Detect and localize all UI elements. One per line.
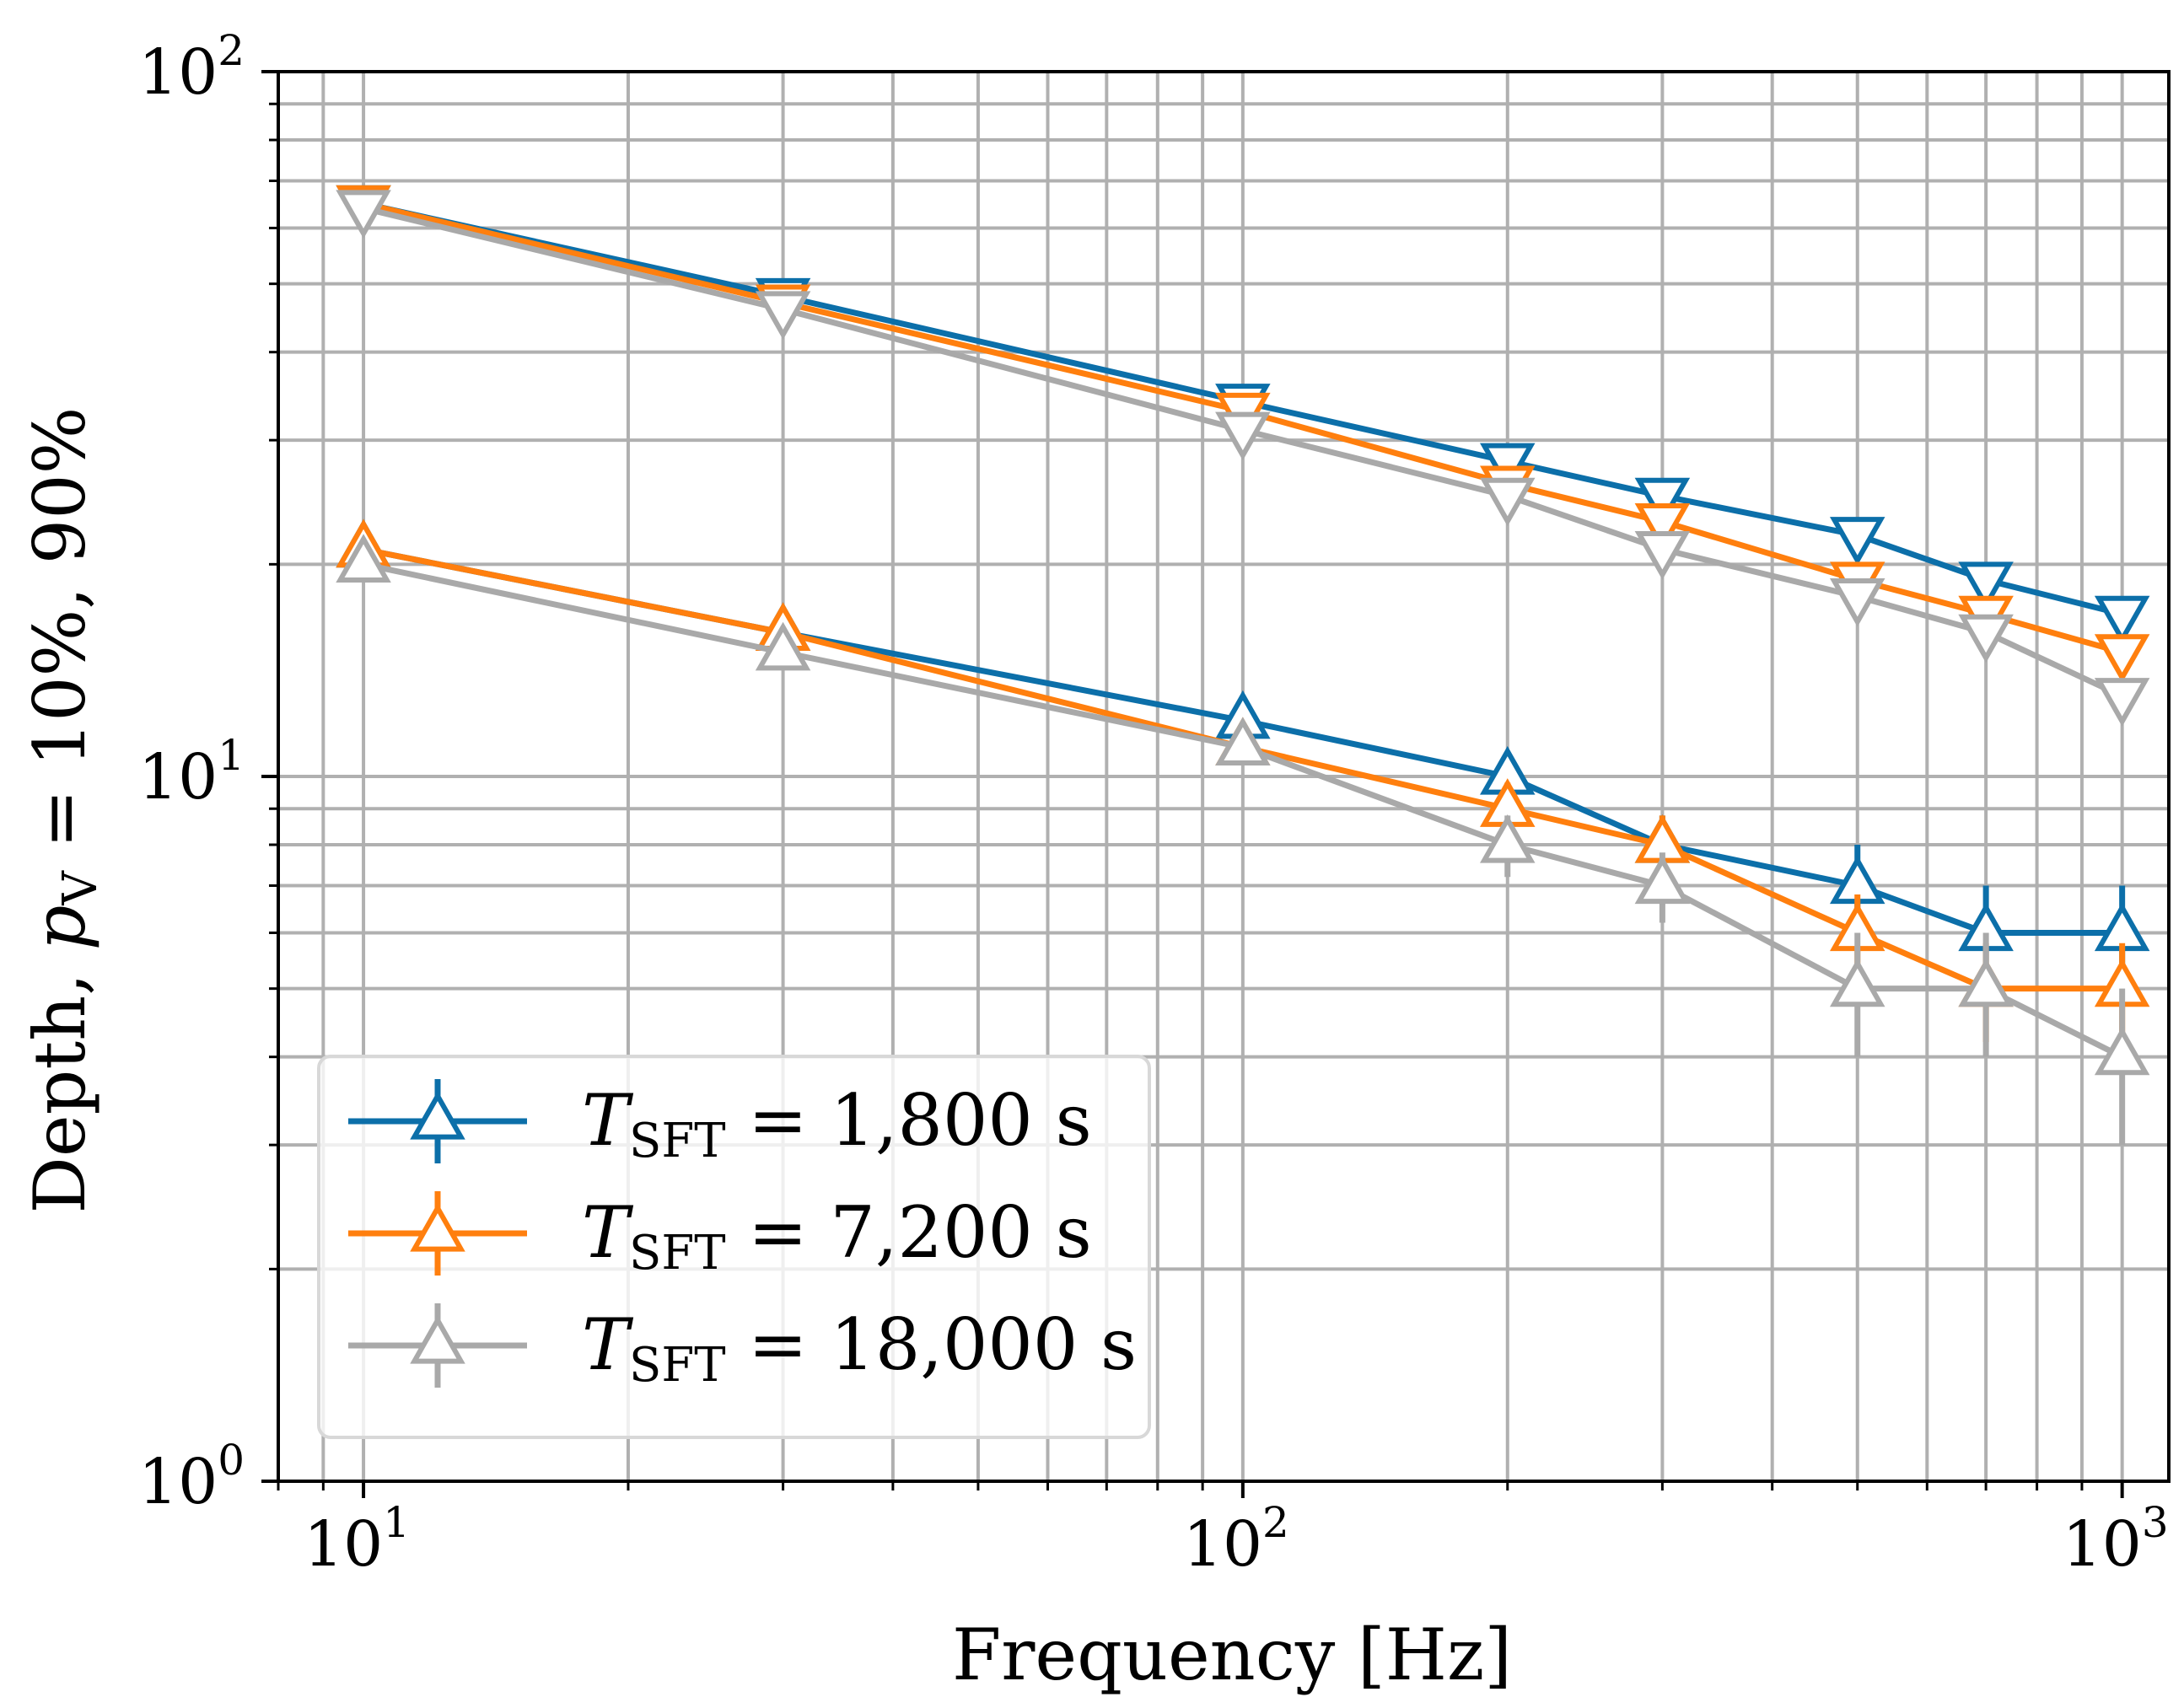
legend-marker bbox=[410, 1090, 465, 1140]
legend-label: TSFT = 18,000 s bbox=[582, 1303, 1137, 1393]
data-point-p90 bbox=[1634, 502, 1691, 552]
data-point-p90 bbox=[1958, 561, 2014, 611]
x-tick-label: 103 bbox=[2063, 1498, 2169, 1581]
x-tick-base: 10 bbox=[2063, 1508, 2142, 1581]
legend-rest: = 1,800 s bbox=[726, 1079, 1092, 1162]
series-line-p90 bbox=[363, 200, 2123, 656]
x-tick-exponent: 2 bbox=[1262, 1498, 1289, 1547]
data-point-p10 bbox=[1215, 717, 1271, 765]
legend-sub: SFT bbox=[629, 1114, 726, 1168]
y-axis-label-suffix: = 10%, 90% bbox=[19, 407, 101, 872]
legend-var: T bbox=[582, 1191, 634, 1274]
x-axis-label: Frequency [Hz] bbox=[952, 1614, 1512, 1696]
data-point-p10 bbox=[2094, 902, 2150, 952]
y-tick-base: 10 bbox=[138, 1446, 218, 1518]
legend-var: T bbox=[582, 1079, 634, 1162]
x-tick-base: 10 bbox=[1183, 1508, 1262, 1581]
legend-item-3: TSFT = 18,000 s bbox=[348, 1303, 1137, 1393]
y-axis-label: Depth, pV = 10%, 90% bbox=[19, 407, 108, 1214]
y-tick-label: 102 bbox=[138, 26, 245, 109]
legend-rest: = 18,000 s bbox=[726, 1303, 1138, 1386]
x-tick-label: 102 bbox=[1183, 1498, 1289, 1581]
legend-sub: SFT bbox=[629, 1338, 726, 1393]
legend-sub: SFT bbox=[629, 1226, 726, 1281]
x-tick-label: 101 bbox=[304, 1498, 410, 1581]
y-tick-label: 101 bbox=[138, 731, 245, 814]
y-axis-label-prefix: Depth, bbox=[19, 950, 101, 1213]
series-line-p10 bbox=[363, 561, 2124, 1060]
series-3 bbox=[336, 190, 2150, 1146]
data-point-p90 bbox=[2094, 595, 2150, 645]
legend-var: T bbox=[582, 1303, 634, 1386]
data-point-p90 bbox=[2094, 634, 2150, 683]
data-point-p90 bbox=[1634, 477, 1691, 527]
y-tick-exponent: 1 bbox=[218, 731, 245, 780]
y-tick-base: 10 bbox=[138, 741, 218, 814]
legend-rest: = 7,200 s bbox=[726, 1191, 1092, 1274]
legend-label: TSFT = 1,800 s bbox=[582, 1079, 1092, 1168]
y-axis-label-var: p bbox=[19, 905, 101, 951]
data-point-p10 bbox=[336, 534, 391, 583]
legend-label: TSFT = 7,200 s bbox=[582, 1191, 1092, 1281]
data-point-p90 bbox=[1829, 577, 1885, 627]
data-point-p10 bbox=[1634, 855, 1691, 905]
legend-marker bbox=[410, 1202, 465, 1252]
series-line-p10 bbox=[363, 546, 2122, 936]
data-point-p90 bbox=[1480, 477, 1536, 527]
legend-item-2: TSFT = 7,200 s bbox=[348, 1191, 1092, 1281]
series-layer bbox=[336, 185, 2150, 1146]
data-point-p10 bbox=[2094, 1026, 2150, 1076]
x-tick-base: 10 bbox=[304, 1508, 383, 1581]
y-axis-label-sub: V bbox=[53, 870, 108, 906]
data-point-p90 bbox=[2094, 678, 2150, 727]
y-tick-exponent: 2 bbox=[218, 26, 245, 75]
data-point-p10 bbox=[1480, 814, 1536, 863]
y-tick-label: 100 bbox=[138, 1436, 245, 1518]
data-point-p10 bbox=[1958, 958, 2014, 1007]
data-point-p10 bbox=[755, 621, 811, 671]
series-line-p10 bbox=[363, 546, 2122, 992]
data-point-p90 bbox=[336, 190, 391, 239]
x-tick-exponent: 1 bbox=[383, 1498, 410, 1547]
y-tick-exponent: 0 bbox=[218, 1436, 245, 1485]
data-point-p90 bbox=[1215, 411, 1271, 461]
data-point-p90 bbox=[1829, 517, 1885, 566]
data-point-p10 bbox=[1829, 958, 1885, 1007]
y-tick-base: 10 bbox=[138, 36, 218, 109]
legend-item-1: TSFT = 1,800 s bbox=[348, 1079, 1092, 1168]
legend-box bbox=[317, 1055, 1151, 1439]
x-tick-exponent: 3 bbox=[2142, 1498, 2169, 1547]
series-line-p90 bbox=[363, 205, 2124, 699]
legend-marker bbox=[410, 1314, 465, 1364]
data-point-p90 bbox=[755, 291, 811, 341]
data-point-p90 bbox=[1634, 531, 1691, 580]
data-point-p90 bbox=[1958, 614, 2014, 663]
